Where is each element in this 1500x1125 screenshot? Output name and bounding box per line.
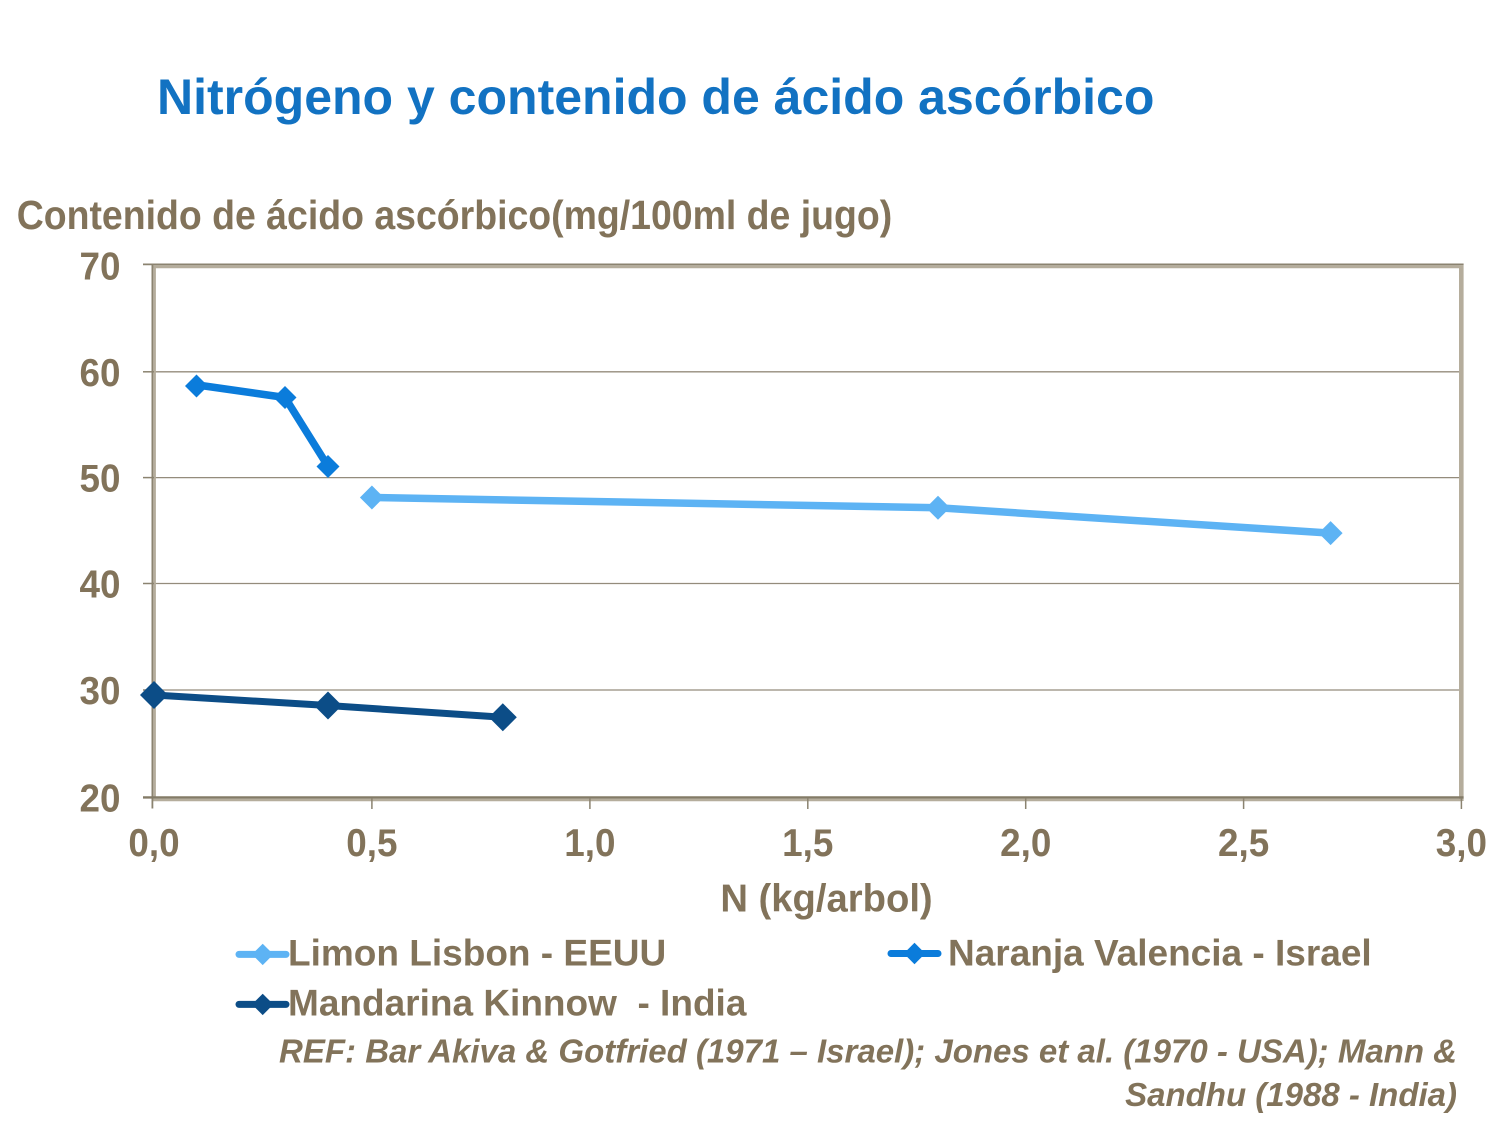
svg-text:2,5: 2,5 (1218, 822, 1269, 865)
svg-text:Nitrógeno y contenido de ácido: Nitrógeno y contenido de ácido ascórbico (157, 69, 1154, 125)
svg-text:70: 70 (80, 246, 121, 289)
svg-text:REF: Bar Akiva & Gotfried (197: REF: Bar Akiva & Gotfried (1971 – Israel… (279, 1033, 1457, 1070)
svg-text:Limon Lisbon - EEUU: Limon Lisbon - EEUU (288, 933, 666, 974)
svg-text:0,0: 0,0 (128, 822, 179, 865)
svg-text:60: 60 (80, 352, 121, 395)
svg-text:3,0: 3,0 (1436, 822, 1487, 865)
svg-text:N (kg/arbol): N (kg/arbol) (720, 877, 932, 920)
svg-text:20: 20 (80, 778, 121, 821)
svg-text:2,0: 2,0 (1000, 822, 1051, 865)
svg-text:Contenido de ácido ascórbico(m: Contenido de ácido ascórbico(mg/100ml de… (17, 192, 892, 238)
svg-text:Mandarina Kinnow - India: Mandarina Kinnow - India (288, 983, 747, 1024)
svg-text:Sandhu (1988 - India): Sandhu (1988 - India) (1125, 1076, 1457, 1113)
svg-text:0,5: 0,5 (346, 822, 397, 865)
svg-text:Naranja Valencia - Israel: Naranja Valencia - Israel (948, 933, 1372, 974)
svg-text:50: 50 (80, 458, 121, 501)
svg-text:1,5: 1,5 (782, 822, 833, 865)
svg-text:40: 40 (80, 564, 121, 607)
svg-text:1,0: 1,0 (564, 822, 615, 865)
svg-text:30: 30 (80, 670, 121, 713)
